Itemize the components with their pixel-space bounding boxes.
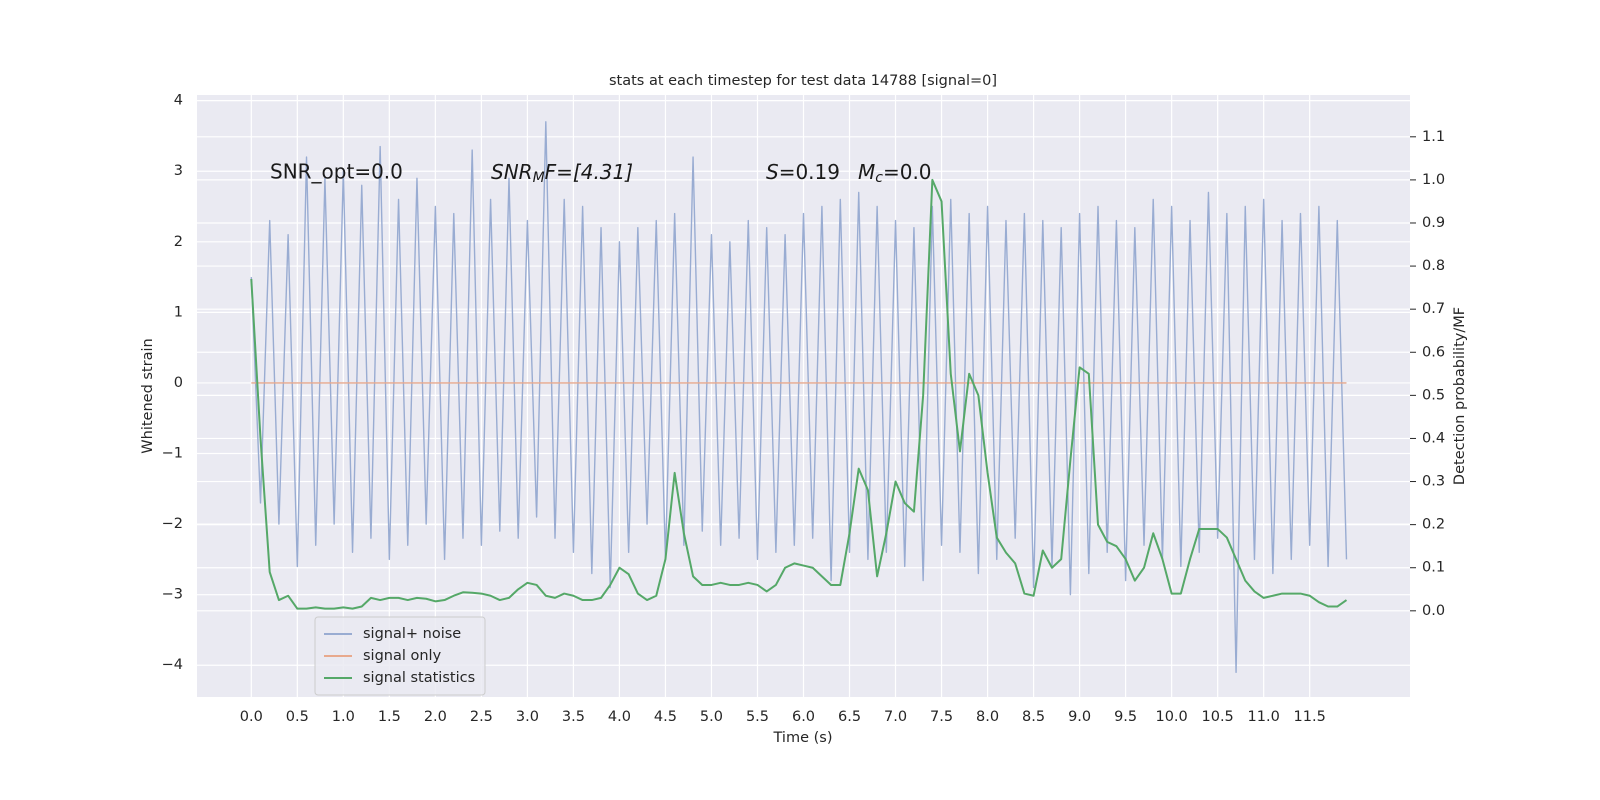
x-tick-label: 0.0	[240, 709, 263, 725]
x-tick-label: 1.0	[332, 709, 355, 725]
y-tick-label: 2	[174, 234, 183, 250]
annotation-part: SNR	[491, 160, 533, 184]
x-tick-label: 0.5	[286, 709, 309, 725]
x-tick-label: 9.0	[1068, 709, 1091, 725]
x-tick-label: 6.0	[792, 709, 815, 725]
y-axis-label: Whitened strain	[140, 338, 156, 453]
x-tick-label: 3.5	[562, 709, 585, 725]
x-tick-label: 10.0	[1155, 709, 1187, 725]
x-tick-label: 3.0	[516, 709, 539, 725]
y-tick-label: −1	[162, 446, 183, 462]
y2-tick-label: 0.1	[1422, 560, 1445, 576]
annotation-part: =0.0	[883, 160, 932, 184]
x-tick-label: 7.0	[884, 709, 907, 725]
x-tick-label: 8.5	[1022, 709, 1045, 725]
y2-tick-label: 0.9	[1422, 215, 1445, 231]
series-line	[250, 178, 1348, 610]
annotation: SNRMF=[4.31]	[491, 160, 633, 187]
legend-label: signal+ noise	[363, 626, 461, 642]
x-tick-label: 2.5	[470, 709, 493, 725]
x-axis-label: Time (s)	[773, 730, 833, 746]
y2-tick-label: 0.5	[1422, 387, 1445, 403]
x-tick-label: 8.0	[976, 709, 999, 725]
y2-tick-label: 0.7	[1422, 301, 1445, 317]
x-tick-label: 2.0	[424, 709, 447, 725]
annotation-part: M	[858, 160, 875, 184]
y-tick-label: 3	[174, 163, 183, 179]
y2-tick-label: 0.4	[1422, 430, 1445, 446]
annotation: Mc=0.0	[858, 160, 932, 187]
y-tick-label: 1	[174, 304, 183, 320]
annotation-part: M	[533, 170, 545, 186]
annotation-part: =0.19	[779, 160, 840, 184]
y2-tick-label: 0.2	[1422, 517, 1445, 533]
legend: signal+ noise signal only signal statistic…	[314, 616, 486, 696]
chart-title: stats at each timestep for test data 147…	[609, 73, 997, 89]
series-line	[250, 121, 1348, 673]
y2-tick-label: 1.1	[1422, 129, 1445, 145]
x-tick-label: 11.5	[1294, 709, 1326, 725]
y-tick-label: −3	[162, 587, 183, 603]
y2-tick-label: 1.0	[1422, 172, 1445, 188]
x-tick-label: 4.5	[654, 709, 677, 725]
y-tick-label: −2	[162, 516, 183, 532]
x-tick-label: 5.5	[746, 709, 769, 725]
annotation-part: S	[766, 160, 779, 184]
y2-tick-label: 0.3	[1422, 474, 1445, 490]
legend-label: signal only	[363, 648, 442, 664]
x-tick-label: 1.5	[378, 709, 401, 725]
y-tick-label: −4	[162, 657, 183, 673]
annotation-part: c	[875, 170, 883, 186]
legend-box	[314, 616, 486, 696]
x-tick-label: 5.0	[700, 709, 723, 725]
y2-axis-label: Detection probability/MF	[1452, 307, 1468, 485]
annotation: SNR_opt=0.0	[270, 160, 403, 184]
x-tick-label: 10.5	[1202, 709, 1234, 725]
legend-label: signal statistics	[363, 670, 475, 686]
annotation: S=0.19	[766, 160, 840, 184]
x-tick-label: 9.5	[1114, 709, 1137, 725]
x-tick-label: 6.5	[838, 709, 861, 725]
x-tick-label: 7.5	[930, 709, 953, 725]
y-tick-label: 4	[174, 93, 183, 109]
x-tick-label: 4.0	[608, 709, 631, 725]
marks	[250, 121, 1348, 673]
y2-tick-label: 0.6	[1422, 344, 1445, 360]
y2-tick-label: 0.8	[1422, 258, 1445, 274]
y2-tick-label: 0.0	[1422, 603, 1445, 619]
y-tick-label: 0	[174, 375, 183, 391]
x-tick-label: 11.0	[1248, 709, 1280, 725]
annotation-part: F=[4.31]	[545, 160, 633, 184]
labels: 0.0 0.5 1.0 1.5 2.0 2.5 3.0 3.5 4.0 4.5 5.0 5.5 6.0 6…	[162, 93, 1445, 725]
